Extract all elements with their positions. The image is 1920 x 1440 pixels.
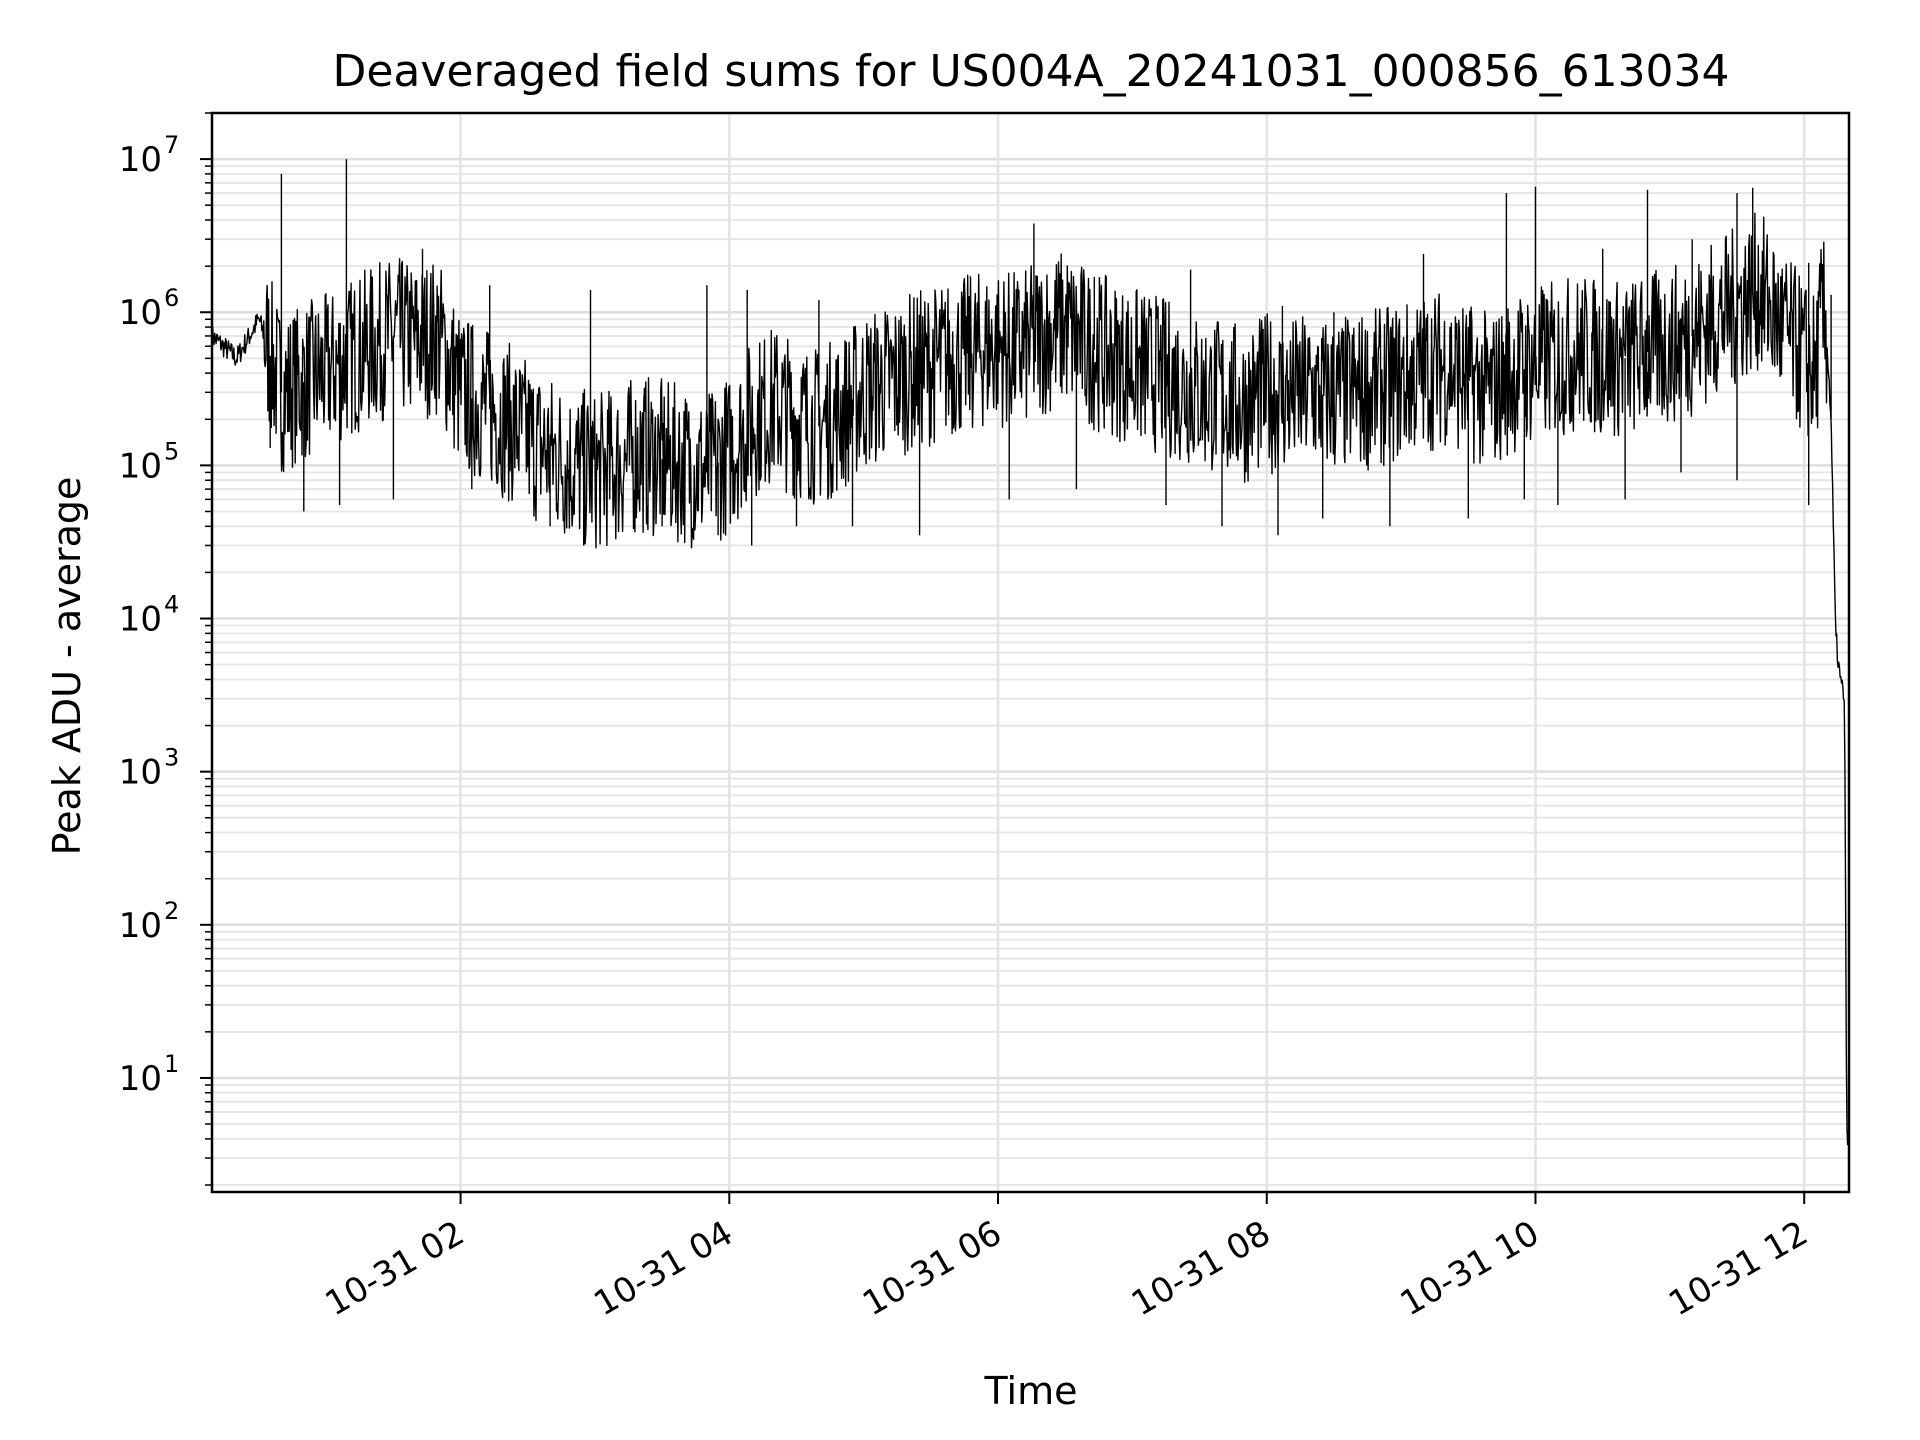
- grid-minor: [212, 112, 1849, 1186]
- y-tick-label: 10: [119, 293, 162, 333]
- y-tick-exponent: 6: [164, 284, 179, 312]
- y-tick-exponent: 3: [164, 744, 179, 772]
- y-tick-label: 10: [119, 446, 162, 486]
- y-tick-exponent: 2: [164, 897, 179, 925]
- y-tick-label: 10: [119, 600, 162, 640]
- x-axis-label: Time: [984, 1369, 1078, 1413]
- y-tick-exponent: 4: [164, 591, 179, 619]
- y-tick-exponent: 1: [164, 1050, 179, 1078]
- y-tick-label: 10: [119, 753, 162, 793]
- y-tick-exponent: 5: [164, 437, 179, 465]
- series-line: [211, 159, 1850, 1146]
- series-layer: [211, 159, 1850, 1146]
- y-tick-label: 10: [119, 906, 162, 946]
- chart-title: Deaveraged field sums for US004A_2024103…: [332, 46, 1729, 97]
- y-tick-label: 10: [119, 140, 162, 180]
- y-axis-label: Peak ADU - average: [45, 477, 89, 856]
- y-tick-exponent: 7: [164, 131, 179, 159]
- y-tick-label: 10: [119, 1059, 162, 1099]
